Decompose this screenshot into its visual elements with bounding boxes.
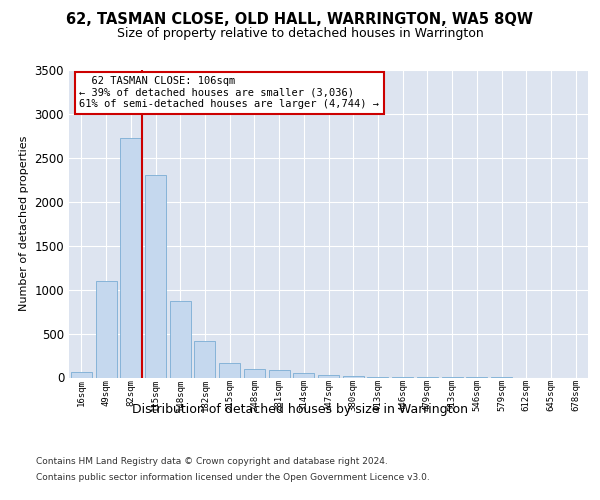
Bar [71, 372, 92, 378]
Text: 62, TASMAN CLOSE, OLD HALL, WARRINGTON, WA5 8QW: 62, TASMAN CLOSE, OLD HALL, WARRINGTON, … [67, 12, 533, 28]
Bar [269, 370, 290, 378]
Bar [145, 176, 166, 378]
Text: Contains HM Land Registry data © Crown copyright and database right 2024.: Contains HM Land Registry data © Crown c… [36, 458, 388, 466]
Bar [170, 301, 191, 378]
Bar [367, 377, 388, 378]
Y-axis label: Number of detached properties: Number of detached properties [19, 136, 29, 312]
Text: Distribution of detached houses by size in Warrington: Distribution of detached houses by size … [132, 402, 468, 415]
Bar [244, 368, 265, 378]
Bar [95, 281, 116, 378]
Bar [219, 362, 240, 378]
Bar [318, 376, 339, 378]
Bar [293, 373, 314, 378]
Text: 62 TASMAN CLOSE: 106sqm  
← 39% of detached houses are smaller (3,036)
61% of se: 62 TASMAN CLOSE: 106sqm ← 39% of detache… [79, 76, 379, 110]
Text: Size of property relative to detached houses in Warrington: Size of property relative to detached ho… [116, 28, 484, 40]
Bar [120, 138, 141, 378]
Text: Contains public sector information licensed under the Open Government Licence v3: Contains public sector information licen… [36, 472, 430, 482]
Bar [194, 342, 215, 378]
Bar [343, 376, 364, 378]
